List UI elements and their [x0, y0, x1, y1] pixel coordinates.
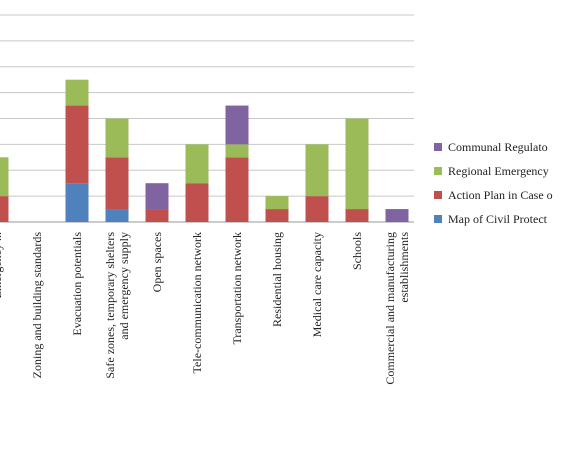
legend-item: Map of Civil Protect: [434, 207, 563, 231]
x-tick-label: Zoning and building standards: [30, 232, 44, 379]
chart-legend: Communal Regulato Regional Emergency Actio…: [434, 135, 563, 231]
bar-segment: [305, 196, 329, 222]
legend-label: Regional Emergency: [448, 163, 549, 178]
x-tick-label: Open spaces: [150, 232, 164, 293]
bar-segment: [385, 209, 409, 222]
legend-label: Action Plan in Case o: [448, 187, 553, 202]
bar-segment: [225, 157, 249, 222]
legend-item: Communal Regulato: [434, 135, 563, 159]
bar-segment: [265, 209, 289, 222]
x-tick-label: Residential housing: [270, 232, 284, 327]
legend-swatch: [434, 143, 442, 151]
bar-segment: [225, 144, 249, 158]
bar-segment: [65, 183, 89, 222]
bar-segment: [0, 157, 9, 197]
bar-segment: [185, 144, 209, 184]
bar-segment: [225, 105, 249, 145]
x-tick-label: Schools: [350, 232, 364, 270]
legend-swatch: [434, 191, 442, 199]
x-tick-label: Evacuation potentials: [70, 232, 84, 336]
bar-segment: [105, 118, 129, 158]
bar-segment: [345, 118, 369, 210]
x-tick-label: Commercial and manufacturingestablishmen…: [383, 232, 411, 385]
legend-swatch: [434, 215, 442, 223]
bar-segment: [145, 209, 169, 222]
bar-segment: [0, 196, 9, 222]
bar-segment: [105, 209, 129, 222]
legend-label: Communal Regulato: [448, 139, 548, 154]
x-tick-label: Emergency ...: [0, 232, 4, 298]
x-tick-label: Safe zones, temporary sheltersand emerge…: [103, 232, 131, 379]
bar-segment: [345, 209, 369, 222]
bar-segment: [145, 183, 169, 210]
bar-segment: [265, 196, 289, 210]
legend-swatch: [434, 167, 442, 175]
x-tick-label: Medical care capacity: [310, 232, 324, 337]
bar-segment: [305, 144, 329, 197]
legend-label: Map of Civil Protect: [448, 211, 547, 226]
legend-item: Action Plan in Case o: [434, 183, 563, 207]
bar-segment: [65, 105, 89, 184]
x-tick-label: Tele-communication network: [190, 232, 204, 373]
legend-item: Regional Emergency: [434, 159, 563, 183]
bar-segment: [65, 79, 89, 106]
bar-segment: [185, 183, 209, 222]
bar-segment: [105, 157, 129, 210]
x-tick-label: Transportation network: [230, 232, 244, 345]
